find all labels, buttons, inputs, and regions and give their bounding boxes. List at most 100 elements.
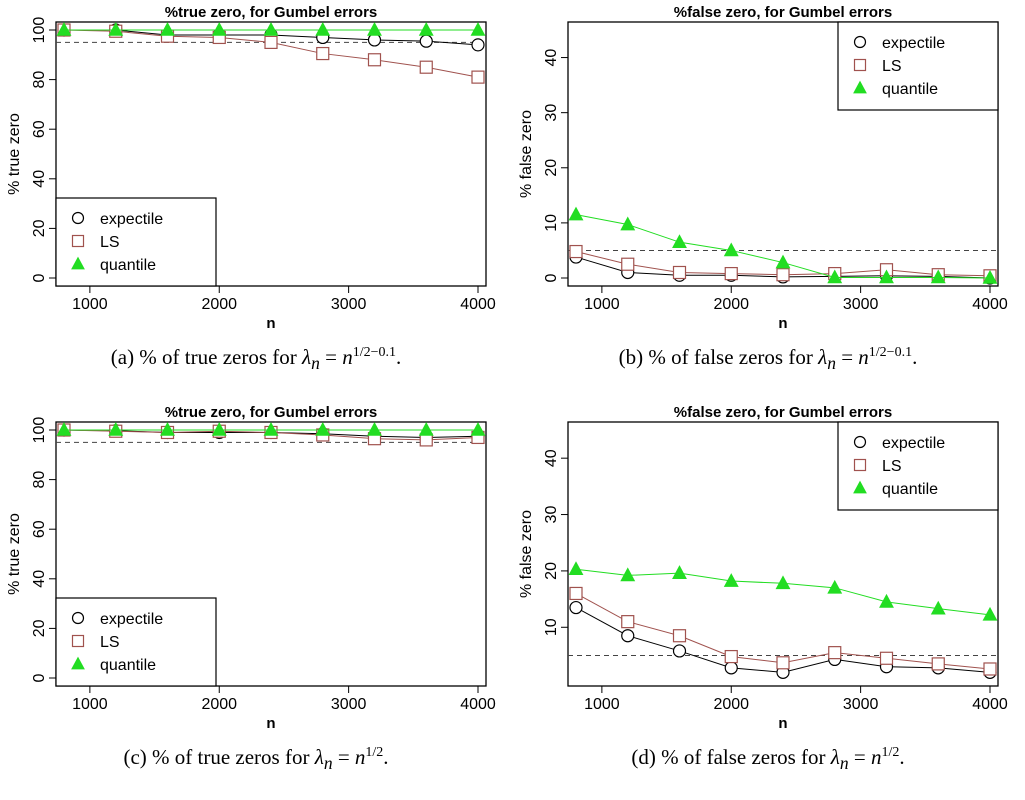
y-tick-label: 40 — [543, 449, 560, 467]
chart-panel-a: %true zero, for Gumbel errors 1000 2000 300… — [0, 0, 512, 400]
y-tick-label: 40 — [543, 49, 560, 67]
chart-title: %true zero, for Gumbel errors — [165, 4, 378, 21]
legend-item: expectile — [71, 211, 163, 228]
data-point — [672, 234, 687, 248]
data-point — [672, 644, 687, 658]
caption-symbol: λ — [818, 345, 828, 369]
chart-panel-b: %false zero, for Gumbel errors 1000 2000 30… — [512, 0, 1024, 400]
data-point — [56, 22, 72, 36]
caption-symbol: λ — [314, 745, 324, 769]
caption-d: (d) % of false zeros for λn = n1/2. — [512, 745, 1024, 774]
x-axis: 1000 2000 3000 4000 n — [584, 685, 1008, 732]
y-tick-label: 20 — [543, 562, 560, 580]
data-point — [776, 656, 790, 670]
legend-label: quantile — [100, 657, 156, 674]
y-tick-label: 30 — [543, 104, 560, 122]
legend-swatch — [71, 656, 85, 670]
caption-a: (a) % of true zeros for λn = n1/2−0.1. — [0, 345, 512, 374]
data-point — [315, 422, 331, 436]
chart-title: %true zero, for Gumbel errors — [165, 404, 378, 421]
data-point — [211, 22, 227, 36]
x-axis-title: n — [266, 315, 275, 332]
legend-item: LS — [853, 458, 902, 475]
data-point — [418, 422, 434, 436]
data-point — [982, 270, 998, 284]
data-point — [470, 422, 486, 436]
caption-base: n — [858, 345, 869, 369]
y-axis-title: % false zero — [518, 510, 535, 598]
data-point — [723, 573, 739, 587]
legend-swatch — [853, 80, 867, 94]
legend-label: expectile — [100, 611, 163, 628]
legend-label: expectile — [100, 211, 163, 228]
caption-exponent: 1/2 — [365, 745, 384, 760]
y-tick-label: 30 — [543, 506, 560, 524]
legend-swatch — [853, 480, 867, 494]
y-tick-label: 20 — [31, 219, 48, 237]
x-tick-label: 2000 — [713, 696, 749, 713]
series-quantile — [568, 561, 998, 621]
caption-text: (b) % of false zeros for — [618, 345, 819, 369]
data-point — [263, 22, 279, 36]
caption-symbol: λ — [830, 745, 840, 769]
data-point — [776, 268, 790, 282]
x-tick-label: 3000 — [843, 696, 879, 713]
caption-symbol: λ — [302, 345, 312, 369]
legend-label: quantile — [882, 81, 938, 98]
x-tick-label: 2000 — [713, 296, 749, 313]
data-point — [930, 269, 946, 284]
caption-subscript: n — [839, 753, 849, 774]
series-quantile — [56, 22, 486, 36]
x-tick-label: 4000 — [972, 696, 1008, 713]
data-point — [568, 206, 584, 221]
legend-item: expectile — [853, 435, 945, 452]
data-point — [930, 600, 946, 615]
x-tick-label: 1000 — [584, 696, 620, 713]
legend-swatch — [853, 458, 867, 472]
x-tick-label: 1000 — [584, 296, 620, 313]
data-point — [775, 575, 791, 590]
chart-title: %false zero, for Gumbel errors — [674, 4, 892, 21]
legend-swatch — [853, 58, 867, 72]
x-axis: 1000 2000 3000 4000 n — [72, 285, 496, 332]
caption-equals: = — [332, 745, 355, 769]
data-point — [724, 266, 738, 281]
y-axis-title: % false zero — [518, 110, 535, 198]
chart-b: %false zero, for Gumbel errors 1000 2000 30… — [518, 4, 1008, 332]
data-point — [621, 257, 635, 271]
data-point — [827, 579, 843, 594]
legend-item: LS — [853, 58, 902, 75]
data-point — [568, 561, 584, 575]
legend-swatch — [71, 611, 85, 625]
chart-title: %false zero, for Gumbel errors — [674, 404, 892, 421]
data-point — [983, 662, 997, 676]
data-point — [569, 244, 583, 259]
legend-item: expectile — [71, 611, 163, 628]
y-tick-label: 60 — [31, 120, 48, 138]
legend-label: LS — [882, 58, 902, 75]
caption-text: (c) % of true zeros for — [123, 745, 315, 769]
x-tick-label: 3000 — [843, 296, 879, 313]
legend-swatch — [853, 435, 867, 449]
y-tick-label: 0 — [543, 273, 560, 282]
x-tick-label: 4000 — [460, 696, 496, 713]
data-point — [470, 22, 486, 36]
legend-label: expectile — [882, 35, 945, 52]
caption-text: (d) % of false zeros for — [631, 745, 831, 769]
legend: expectile LS quantile — [837, 21, 999, 111]
legend-label: LS — [100, 234, 120, 251]
caption-b: (b) % of false zeros for λn = n1/2−0.1. — [512, 345, 1024, 374]
x-tick-label: 4000 — [460, 296, 496, 313]
data-point — [419, 60, 433, 74]
x-axis: 1000 2000 3000 4000 n — [72, 685, 496, 732]
legend-swatch — [853, 35, 867, 49]
data-point — [56, 422, 72, 436]
data-point — [827, 269, 843, 284]
legend-item: LS — [71, 234, 120, 251]
data-point — [879, 593, 894, 608]
data-point — [982, 606, 998, 621]
caption-exponent: 1/2−0.1 — [352, 345, 396, 360]
legend: expectile LS quantile — [55, 597, 217, 687]
data-point — [672, 565, 687, 579]
x-axis: 1000 2000 3000 4000 n — [584, 285, 1008, 332]
